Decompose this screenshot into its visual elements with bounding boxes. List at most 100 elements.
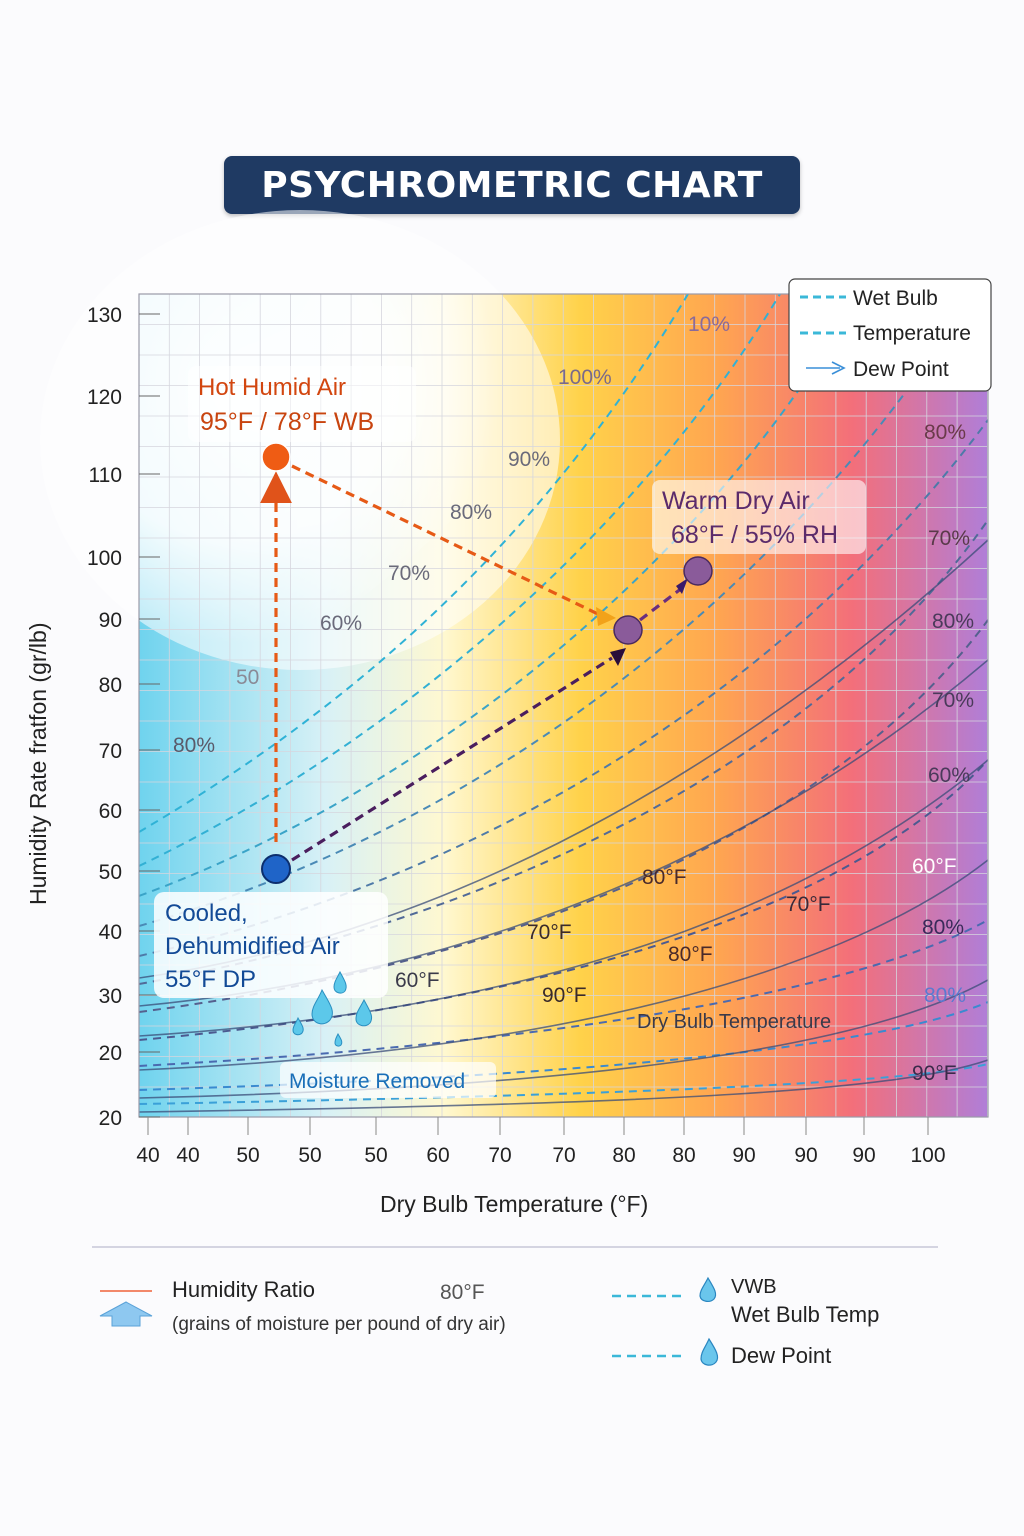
curve-label: 10% xyxy=(688,313,730,336)
wet-bulb-temp-label: Wet Bulb Temp xyxy=(731,1302,879,1327)
curve-label: 60% xyxy=(928,764,970,787)
rh-curve-dashed xyxy=(139,1063,988,1105)
rh-curve-dashed xyxy=(139,329,951,927)
x-tick-label: 90 xyxy=(852,1144,875,1167)
curve-label: 80% xyxy=(450,501,492,524)
droplet-icon xyxy=(700,1337,719,1366)
rh-curve-solid xyxy=(139,759,988,1037)
hot-label-2: 95°F / 78°F WB xyxy=(200,408,374,436)
y-tick-label: 30 xyxy=(99,985,122,1008)
bottom-temp-label: 80°F xyxy=(440,1281,485,1304)
y-tick-label: 90 xyxy=(99,609,122,632)
warm-dry-air-point xyxy=(683,556,713,586)
x-tick-label: 50 xyxy=(236,1144,259,1167)
y-tick-label: 60 xyxy=(99,800,122,823)
moisture-label-bg xyxy=(280,1062,496,1098)
rh-curve-dashed xyxy=(139,419,988,957)
curve-label: 60% xyxy=(320,612,362,635)
legend-temperature: Temperature xyxy=(853,322,971,345)
hot-annotation: Hot Humid Air 95°F / 78°F WB xyxy=(188,366,416,442)
mid-to-warm-arrowhead xyxy=(676,578,688,594)
x-tick-label: 70 xyxy=(552,1144,575,1167)
rh-curve-solid xyxy=(139,1059,988,1113)
rh-curve-dashed xyxy=(139,294,781,867)
dew-point-arrow-icon xyxy=(831,361,846,375)
dry-bulb-curve-label: Dry Bulb Temperature xyxy=(637,1011,831,1033)
curve-label: 70°F xyxy=(786,893,831,916)
dew-point-label: Dew Point xyxy=(731,1343,831,1368)
hot-humid-air-point xyxy=(261,442,291,472)
x-tick-label: 90 xyxy=(732,1144,755,1167)
hot-to-mid-arrowhead xyxy=(596,607,616,626)
x-tick-label: 80 xyxy=(672,1144,695,1167)
warm-label-2: 68°F / 55% RH xyxy=(671,521,838,549)
droplet-icon xyxy=(311,988,333,1025)
bottom-legend: Humidity Ratio (grains of moisture per p… xyxy=(99,1276,879,1368)
humidity-ratio-desc: (grains of moisture per pound of dry air… xyxy=(172,1314,506,1335)
y-tick-label: 70 xyxy=(99,740,122,763)
droplet-icons xyxy=(292,970,373,1047)
curve-label: 100% xyxy=(558,366,612,389)
y-axis-label: Humidity Rate fratfon (gr/lb) xyxy=(25,623,51,905)
y-tick-label: 50 xyxy=(99,861,122,884)
cool-to-mid-arrowhead xyxy=(610,648,626,666)
rh-curve-dashed xyxy=(139,294,689,833)
process-lines xyxy=(260,464,688,862)
up-arrow-icon xyxy=(99,1301,153,1327)
warm-label-1: Warm Dry Air xyxy=(662,487,810,515)
droplet-icon xyxy=(699,1276,717,1302)
x-tick-label: 60 xyxy=(426,1144,449,1167)
cool-to-mid-line xyxy=(291,656,613,862)
x-axis-label: Dry Bulb Temperature (°F) xyxy=(380,1191,648,1217)
legend-dew-point: Dew Point xyxy=(853,358,949,381)
x-tick-label: 40 xyxy=(176,1144,199,1167)
y-tick-label: 80 xyxy=(99,674,122,697)
x-tick-label: 50 xyxy=(298,1144,321,1167)
y-tick-label: 100 xyxy=(87,547,122,570)
curve-label: 80% xyxy=(924,421,966,444)
droplet-icon xyxy=(292,1016,304,1036)
y-tick-label: 130 xyxy=(87,304,122,327)
droplet-icon xyxy=(333,970,347,994)
cool-label-3: 55°F DP xyxy=(165,966,256,993)
mid-point xyxy=(613,615,643,645)
curve-label: 60°F xyxy=(912,855,957,878)
moisture-removed-label: Moisture Removed xyxy=(289,1070,465,1093)
curve-label: 80°F xyxy=(642,866,687,889)
curve-label: 70°F xyxy=(527,921,572,944)
curve-label: 90% xyxy=(508,448,550,471)
curve-label: 80% xyxy=(173,734,215,757)
curve-labels: 10% 100% 90% 80% 70% 60% 50 80% 80% 70% 80% 70% 60% 6… xyxy=(173,313,974,1085)
x-axis-ticks: 40 40 50 50 50 60 70 70 80 80 90 90 90 100 xyxy=(136,1117,946,1167)
droplet-icon xyxy=(334,1032,343,1047)
curve-label: 70% xyxy=(932,689,974,712)
humidity-ratio-label: Humidity Ratio xyxy=(172,1277,315,1302)
cool-label-1: Cooled, xyxy=(165,900,248,927)
curve-label: 70% xyxy=(388,562,430,585)
legend-wet-bulb: Wet Bulb xyxy=(853,287,938,310)
legend-box: Wet Bulb Temperature Dew Point xyxy=(788,278,992,392)
curve-label: 80% xyxy=(924,984,966,1007)
mid-to-warm-line xyxy=(639,586,683,622)
x-tick-label: 70 xyxy=(488,1144,511,1167)
y-tick-label: 20 xyxy=(99,1042,122,1065)
x-tick-label: 50 xyxy=(364,1144,387,1167)
y-tick-label: 120 xyxy=(87,386,122,409)
cool-annotation: Cooled, Dehumidified Air 55°F DP xyxy=(154,892,388,998)
y-tick-label: 40 xyxy=(99,921,122,944)
y-axis-ticks: 130 120 110 100 90 80 70 60 50 40 30 20 20 xyxy=(87,304,160,1130)
x-tick-label: 100 xyxy=(910,1144,945,1167)
x-tick-label: 90 xyxy=(794,1144,817,1167)
hot-to-mid-line xyxy=(291,464,603,618)
x-tick-label: 40 xyxy=(136,1144,159,1167)
droplet-icon xyxy=(355,998,373,1027)
x-tick-label: 80 xyxy=(612,1144,635,1167)
warm-annotation: Warm Dry Air 68°F / 55% RH xyxy=(652,480,866,554)
curve-label: 80°F xyxy=(668,943,713,966)
curve-label: 90°F xyxy=(912,1062,957,1085)
hot-label-1: Hot Humid Air xyxy=(198,374,346,401)
chart-title: PSYCHROMETRIC CHART xyxy=(261,164,763,206)
curve-label: 60°F xyxy=(395,969,440,992)
y-tick-label: 20 xyxy=(99,1107,122,1130)
